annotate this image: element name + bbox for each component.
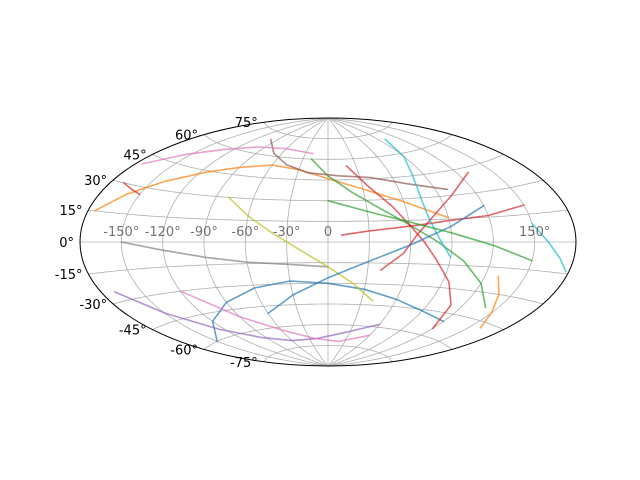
track-line [327, 199, 533, 262]
longitude-ticks: -150° -120° -90° -60° -30° 0 150° [103, 225, 550, 240]
track-line [345, 165, 452, 330]
track-line [179, 290, 371, 343]
track-line [531, 222, 567, 273]
track-line [380, 171, 469, 271]
map-boundary [79, 117, 577, 367]
longitude-tick-label: 150° [519, 225, 550, 240]
longitude-tick-label: -90° [190, 225, 218, 240]
longitude-tick-label: -30° [273, 225, 301, 240]
longitude-tick-label: -150° [103, 225, 139, 240]
latitude-tick-label: 0° [59, 236, 74, 251]
parallel-line [88, 262, 568, 275]
track-line [267, 204, 485, 315]
latitude-tick-label: -30° [79, 298, 107, 313]
longitude-tick-label: 0 [324, 225, 332, 240]
track-line [141, 146, 314, 165]
parallel-line [152, 303, 504, 331]
latitude-tick-label: -45° [119, 324, 147, 339]
graticule [80, 118, 576, 366]
track-line [270, 138, 449, 191]
track-line [211, 280, 445, 343]
parallel-line [263, 122, 393, 140]
track-line [227, 196, 374, 302]
track-line [123, 182, 141, 196]
latitude-tick-label: 30° [84, 174, 107, 189]
parallel-line [203, 324, 453, 350]
track-line [113, 291, 381, 342]
track-line [340, 204, 525, 236]
latitude-tick-label: 45° [124, 148, 147, 163]
latitude-tick-label: -60° [170, 343, 198, 358]
track-line [479, 275, 500, 329]
parallel-line [88, 209, 568, 222]
latitude-tick-label: 15° [59, 204, 82, 219]
track-line [120, 241, 329, 268]
longitude-tick-label: -60° [231, 225, 259, 240]
latitude-tick-label: -15° [55, 268, 83, 283]
parallel-line [263, 344, 393, 362]
track-line [384, 138, 452, 259]
parallel-line [152, 153, 504, 181]
track-layer [94, 138, 567, 343]
latitude-tick-label: -75° [230, 356, 258, 371]
latitude-ticks: 75° 60° 45° 30°15° 0° -15° -30° -45° -60° -75° [55, 116, 258, 371]
latitude-tick-label: 75° [235, 116, 258, 131]
longitude-tick-label: -120° [145, 225, 181, 240]
latitude-tick-label: 60° [175, 129, 198, 144]
